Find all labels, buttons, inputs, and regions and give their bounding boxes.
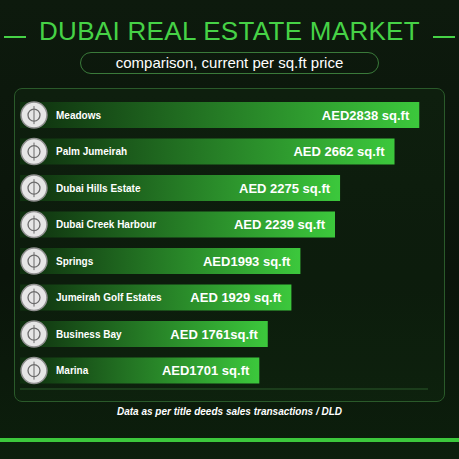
html-text:comparison, current per sq.ft: comparison, current per sq.ft price	[115, 54, 344, 71]
svg-text:Business Bay: Business Bay	[56, 329, 122, 340]
svg-text:AED 2275 sq.ft: AED 2275 sq.ft	[239, 181, 331, 196]
svg-text:AED 1929 sq.ft: AED 1929 sq.ft	[190, 290, 282, 305]
svg-text:Meadows: Meadows	[56, 110, 101, 121]
svg-text:Dubai Hills Estate: Dubai Hills Estate	[56, 183, 141, 194]
svg-text:Jumeirah Golf Estates: Jumeirah Golf Estates	[56, 292, 162, 303]
svg-text:AED1993 sq.ft: AED1993 sq.ft	[203, 254, 291, 269]
svg-text:Marina: Marina	[56, 365, 89, 376]
svg-text:AED 1761sq.ft: AED 1761sq.ft	[170, 327, 258, 342]
svg-text:Palm Jumeirah: Palm Jumeirah	[56, 146, 127, 157]
svg-text:Dubai Creek Harbour: Dubai Creek Harbour	[56, 219, 156, 230]
svg-text:Springs: Springs	[56, 256, 94, 267]
svg-text:AED 2662 sq.ft: AED 2662 sq.ft	[293, 144, 385, 159]
svg-text:AED2838 sq.ft: AED2838 sq.ft	[322, 108, 410, 123]
svg-text:AED1701 sq.ft: AED1701 sq.ft	[162, 363, 250, 378]
html-text:DUBAI REAL ESTATE MARKET: DUBAI REAL ESTATE MARKET	[39, 16, 420, 46]
svg-text:AED 2239 sq.ft: AED 2239 sq.ft	[234, 217, 326, 232]
html-text:Data as per title deeds sales: Data as per title deeds sales transactio…	[117, 406, 342, 417]
